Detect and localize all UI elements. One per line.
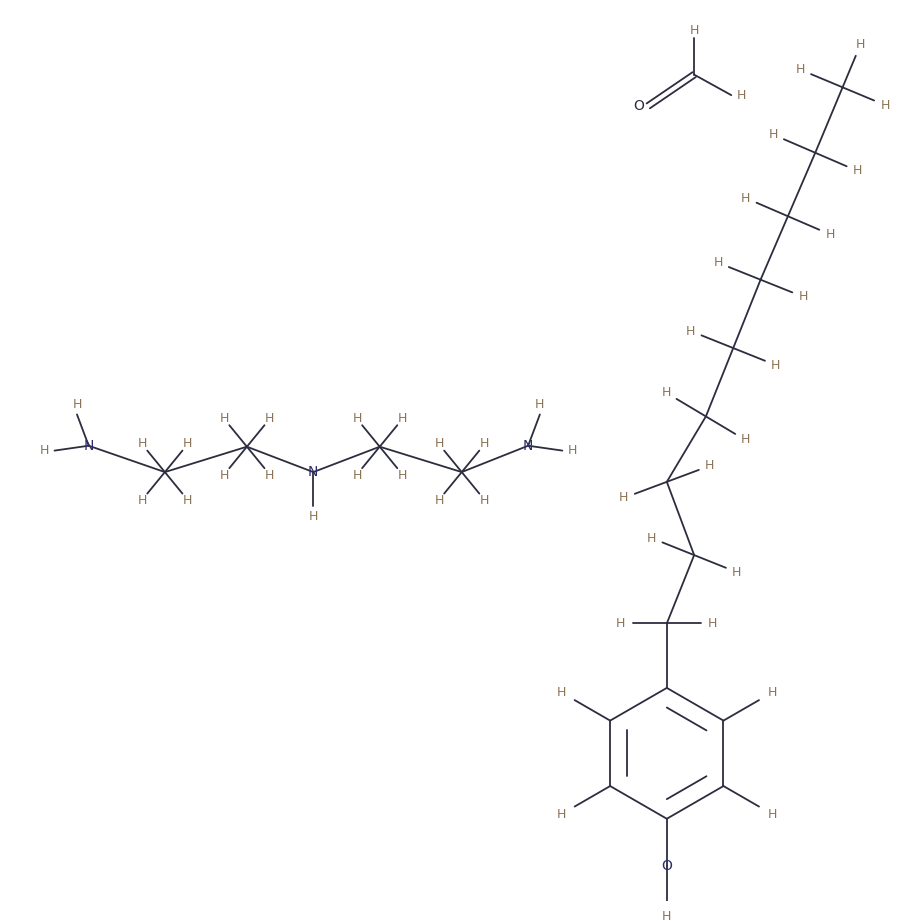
Text: H: H: [138, 494, 147, 507]
Text: H: H: [619, 492, 629, 505]
Text: H: H: [557, 686, 566, 699]
Text: H: H: [713, 256, 723, 269]
Text: H: H: [708, 617, 717, 630]
Text: H: H: [796, 64, 805, 76]
Text: N: N: [308, 465, 318, 479]
Text: H: H: [182, 437, 192, 450]
Text: H: H: [264, 412, 274, 425]
Text: H: H: [480, 437, 489, 450]
Text: H: H: [741, 434, 750, 447]
Text: H: H: [567, 444, 576, 457]
Text: N: N: [84, 438, 94, 453]
Text: H: H: [353, 469, 362, 482]
Text: H: H: [662, 910, 671, 921]
Text: H: H: [852, 165, 862, 178]
Text: H: H: [480, 494, 489, 507]
Text: H: H: [435, 494, 444, 507]
Text: H: H: [398, 469, 407, 482]
Text: H: H: [771, 358, 780, 371]
Text: H: H: [616, 617, 626, 630]
Text: H: H: [647, 531, 657, 544]
Text: H: H: [705, 460, 714, 472]
Text: H: H: [182, 494, 192, 507]
Text: H: H: [880, 99, 889, 111]
Text: H: H: [220, 412, 229, 425]
Text: H: H: [768, 686, 778, 699]
Text: H: H: [435, 437, 444, 450]
Text: H: H: [72, 398, 82, 411]
Text: H: H: [798, 290, 808, 303]
Text: H: H: [769, 128, 778, 141]
Text: H: H: [662, 387, 671, 400]
Text: H: H: [768, 808, 778, 821]
Text: H: H: [557, 808, 566, 821]
Text: H: H: [856, 39, 865, 52]
Text: H: H: [40, 444, 50, 457]
Text: H: H: [353, 412, 362, 425]
Text: N: N: [523, 438, 533, 453]
Text: O: O: [633, 99, 644, 113]
Text: H: H: [825, 227, 834, 241]
Text: H: H: [138, 437, 147, 450]
Text: H: H: [220, 469, 229, 482]
Text: H: H: [686, 324, 695, 337]
Text: H: H: [732, 565, 741, 578]
Text: H: H: [264, 469, 274, 482]
Text: H: H: [736, 88, 746, 101]
Text: H: H: [741, 192, 750, 204]
Text: H: H: [535, 398, 545, 411]
Text: H: H: [689, 24, 699, 37]
Text: O: O: [661, 858, 672, 872]
Text: H: H: [398, 412, 407, 425]
Text: H: H: [308, 509, 318, 522]
